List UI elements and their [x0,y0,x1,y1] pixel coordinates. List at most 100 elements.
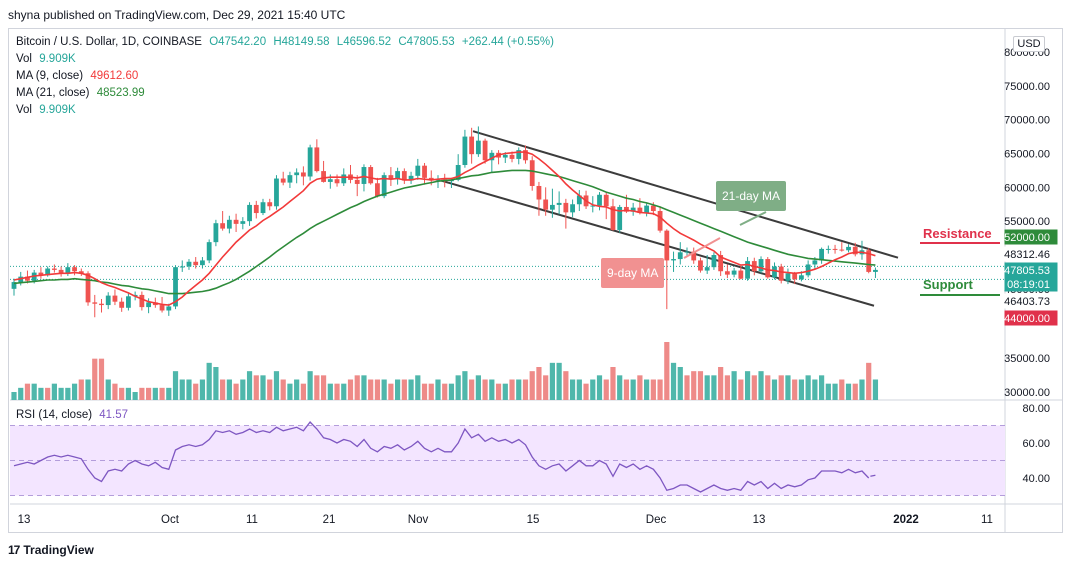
candle-body [711,255,717,268]
candle-body [300,172,306,177]
volume-bar [368,379,374,400]
volume-bar [213,367,219,400]
price-tick-label: 70000.00 [1004,115,1050,127]
volume-bar [354,375,360,400]
candle-body [354,179,360,184]
volume-bar [812,379,818,400]
volume-bar [92,358,98,400]
volume-bar [132,392,138,400]
candle-body [11,282,17,289]
volume-bar [260,375,266,400]
candle-body [179,266,185,268]
volume-bar [845,383,852,400]
volume-bar [623,379,630,400]
volume-bar [226,379,232,400]
volume-bar [630,379,636,400]
candle-body [758,259,764,272]
volume-bar [569,379,576,400]
currency-button[interactable]: USD [1013,36,1045,52]
candle-body [99,303,104,306]
candle-body [516,150,522,159]
candle-body [731,270,737,275]
candle-body [321,171,326,182]
volume-bar [684,375,690,400]
candle-body [778,266,784,281]
candle-body [274,178,279,207]
price-tick-label: 75000.00 [1004,81,1050,93]
time-tick-label: 15 [527,514,540,526]
volume-bar [45,387,51,400]
time-tick-label: 11 [981,514,993,526]
tradingview-logo[interactable]: 17 TradingView [8,543,94,557]
price-tag-label: 44000.00 [1004,313,1050,325]
volume-bar [758,371,764,400]
legend-rsi-row: RSI (14, close) 41.57 [16,409,128,421]
volume-bar [583,383,589,400]
time-tick-label: Nov [408,514,429,526]
volume-bar [421,383,428,400]
candle-body [58,269,64,274]
candle-body [92,302,98,304]
candle-body [671,259,676,261]
candle-body [523,150,528,161]
volume-bar [442,383,448,400]
candle-body [119,301,125,308]
volume-bar [718,367,724,400]
time-tick-label: Oct [161,514,180,526]
volume-bar [220,379,226,400]
candle-body [381,175,387,197]
volume-bar [522,379,529,400]
candle-body [166,306,172,311]
volume-bar [536,367,542,400]
volume-bar [509,379,515,400]
vol2-label: Vol [16,104,32,116]
candle-body [139,294,145,308]
candle-body [597,194,602,206]
volume-bar [610,367,616,400]
volume-bar [139,387,145,400]
candle-body [704,267,710,271]
volume-bar [455,375,461,400]
candle-body [105,295,111,306]
volume-bar [462,371,468,400]
volume-bar [51,383,57,400]
candle-body [462,136,468,166]
volume-bar [314,375,320,400]
volume-bar [644,379,650,400]
candle-body [805,264,811,276]
price-tag-label: 48312.46 [1004,249,1050,261]
ma9-value: 49612.60 [90,70,139,82]
candle-body [765,259,771,278]
candle-body [698,260,703,271]
candle-body [772,266,777,278]
volume-bar [704,375,710,400]
candle-body [395,171,401,180]
candle-body [368,167,374,184]
candle-body [334,179,340,184]
volume-bar [664,342,670,400]
candle-body [455,165,461,180]
candle-body [112,295,118,302]
ma21-annotation: 21-day MA [716,181,787,211]
volume-bar [388,383,394,400]
volume-bar [549,362,555,400]
volume-bar [233,383,239,400]
volume-bar [502,383,508,400]
candle-body [509,154,515,159]
candle-body [361,167,367,184]
candle-body [267,202,273,207]
volume-bar [738,379,744,400]
candle-body [529,160,535,186]
candle-body [799,275,804,280]
candle-body [556,202,562,205]
candle-body [146,302,151,308]
tradingview-logo-icon: 17 [8,543,20,557]
volume-bar [805,375,811,400]
volume-bar [839,379,845,400]
candle-body [550,204,555,210]
candle-body [866,250,872,272]
candle-body [650,205,656,212]
candle-body [745,261,750,279]
candle-body [819,248,824,261]
